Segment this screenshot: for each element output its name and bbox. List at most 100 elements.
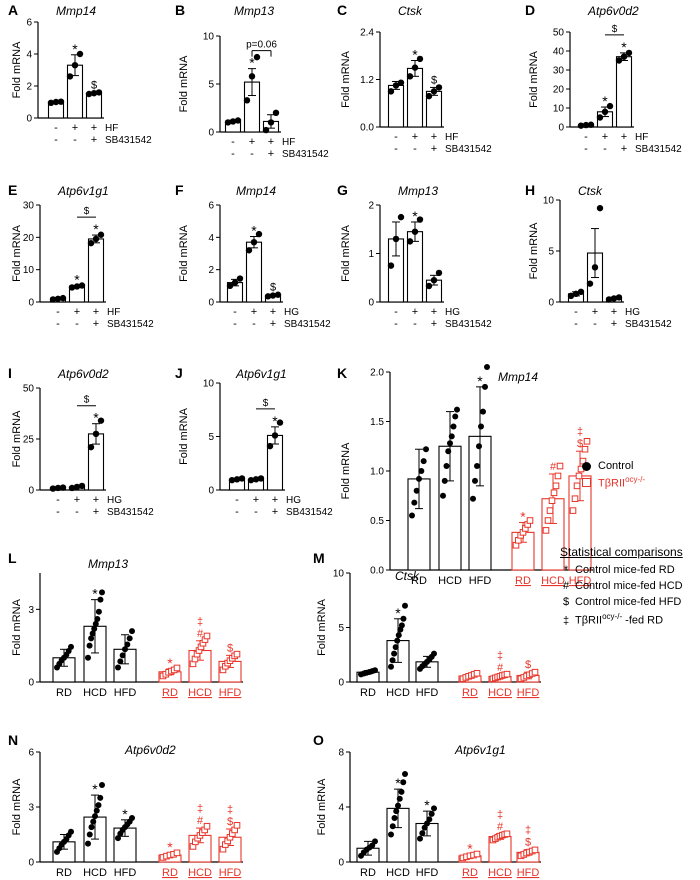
- y-tick-label: 0: [558, 123, 564, 134]
- y-tick-label: 1.2: [360, 75, 374, 86]
- chart-title: Ctsk: [395, 569, 420, 583]
- significance-marker: *: [167, 839, 173, 855]
- data-point: [569, 507, 577, 514]
- treatment-sign: +: [253, 494, 259, 506]
- x-tick-label: HCD: [541, 575, 565, 587]
- data-point: [252, 476, 260, 483]
- inhibitor-sign: -: [413, 318, 417, 330]
- data-point: [431, 805, 437, 812]
- y-axis-label: Fold mRNA: [316, 778, 328, 836]
- inhibitor-sign: +: [431, 318, 437, 330]
- y-tick-label: 2.0: [370, 368, 384, 379]
- y-tick-label: 4: [208, 233, 214, 244]
- data-point: [86, 642, 93, 649]
- x-tick-label: RD: [56, 867, 72, 879]
- y-tick-label: 10: [203, 32, 215, 43]
- y-tick-label: 3: [28, 605, 34, 616]
- inhibitor-sign: -: [584, 143, 588, 155]
- y-tick-label: 3: [28, 803, 34, 814]
- treatment-label: HF: [107, 307, 120, 318]
- data-point: [122, 646, 128, 653]
- inhibitor-sign: -: [252, 318, 256, 330]
- treatment-sign: +: [268, 136, 274, 148]
- statistical-comparisons: Statistical comparisons * Control mice-fe…: [560, 545, 683, 628]
- data-point: [173, 849, 181, 857]
- data-point: [99, 782, 105, 788]
- data-point: [203, 822, 211, 830]
- x-tick-label: HFD: [219, 687, 242, 699]
- significance-marker: *: [93, 221, 99, 237]
- treatment-label: HG: [625, 307, 640, 318]
- data-point: [115, 664, 121, 671]
- data-point: [388, 663, 394, 670]
- data-point: [372, 838, 378, 845]
- data-point: [391, 815, 398, 821]
- data-point: [388, 831, 394, 838]
- data-point: [247, 476, 255, 484]
- x-tick-label: HCD: [438, 575, 462, 587]
- y-tick-label: 2: [208, 265, 214, 276]
- data-point: [426, 816, 433, 823]
- y-tick-label: 30: [553, 66, 565, 77]
- x-tick-label: HCD: [83, 867, 107, 879]
- data-point: [397, 213, 405, 221]
- y-tick-label: 6: [28, 748, 34, 759]
- data-point: [435, 84, 443, 91]
- significance-marker: $: [270, 282, 276, 294]
- x-tick-label: HFD: [219, 867, 242, 879]
- data-point: [394, 637, 401, 644]
- y-axis-label: Fold mRNA: [340, 50, 352, 108]
- y-tick-label: 2: [26, 82, 32, 93]
- y-axis-label: Fold mRNA: [178, 407, 190, 465]
- y-tick-label: 25: [23, 435, 35, 446]
- significance-marker: *: [249, 55, 255, 71]
- data-point: [601, 108, 609, 116]
- panel-letter: C: [337, 2, 347, 18]
- x-tick-label: HFD: [517, 867, 540, 879]
- x-tick-label: HCD: [83, 687, 107, 699]
- x-tick-label: HFD: [114, 867, 137, 879]
- panel-letter: M: [313, 550, 325, 566]
- data-point: [409, 512, 415, 519]
- data-point: [554, 472, 562, 480]
- data-point: [416, 55, 424, 63]
- inhibitor-sign: +: [431, 143, 437, 155]
- data-point: [129, 628, 135, 635]
- x-tick-label: RD: [162, 867, 178, 879]
- treatment-sign: -: [56, 306, 60, 318]
- data-point: [85, 840, 91, 847]
- data-point: [59, 484, 67, 491]
- chart-title: Mmp14: [236, 184, 276, 198]
- data-point: [92, 235, 100, 243]
- data-point: [92, 430, 100, 438]
- x-tick-label: HFD: [416, 687, 439, 699]
- inhibitor-label: SB431542: [445, 144, 492, 155]
- y-tick-label: 0: [28, 486, 34, 497]
- y-tick-label: 10: [203, 379, 215, 390]
- data-point: [49, 485, 57, 492]
- significance-marker: $: [227, 642, 233, 654]
- panel-k: K Mmp14 Fold mRNA 0.0 0.5 1.0 1.5 2.0 * * # $‡ RD HCD…: [337, 364, 593, 587]
- inhibitor-label: SB431542: [286, 507, 333, 518]
- data-point: [573, 482, 581, 490]
- inhibitor-sign: -: [603, 143, 607, 155]
- inhibitor-sign: -: [54, 134, 58, 146]
- inhibitor-sign: -: [254, 506, 258, 518]
- treatment-label: HG: [286, 495, 301, 506]
- control-marker-icon: [582, 461, 591, 471]
- panel-letter: E: [8, 182, 17, 198]
- data-point: [542, 527, 550, 534]
- chart-title: Atp6v1g1: [57, 184, 109, 198]
- data-point: [248, 73, 256, 80]
- data-point: [68, 484, 76, 492]
- data-point: [452, 413, 459, 420]
- y-axis-label: Fold mRNA: [316, 598, 328, 656]
- bar: [87, 238, 105, 303]
- data-point: [448, 433, 455, 440]
- chart-title: Ctsk: [578, 184, 603, 198]
- data-point: [68, 284, 76, 291]
- x-tick-label: RD: [360, 687, 376, 699]
- significance-marker: #: [497, 821, 504, 833]
- y-tick-label: 20: [553, 85, 565, 96]
- chart-title: Mmp13: [234, 4, 274, 18]
